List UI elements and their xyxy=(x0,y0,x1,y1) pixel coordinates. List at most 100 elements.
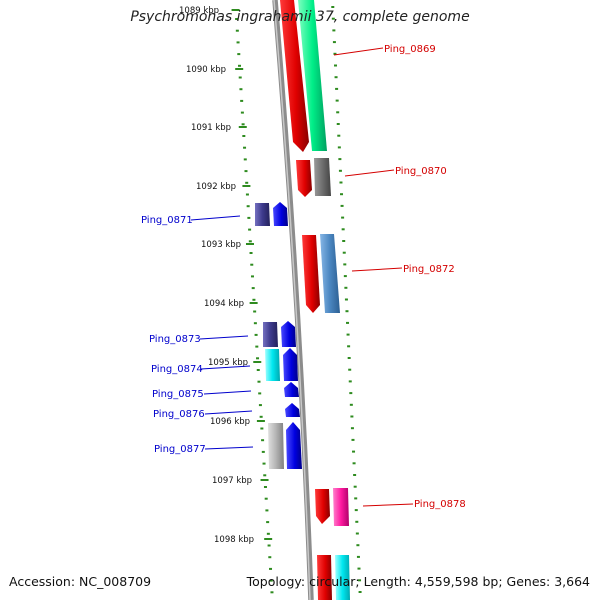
gene-ping-0874[interactable] xyxy=(265,348,298,381)
strand-tick xyxy=(337,134,341,137)
map-title: Psychromonas ingrahamii 37, complete gen… xyxy=(130,9,470,25)
strand-tick xyxy=(344,298,348,301)
kbp-minor-tick xyxy=(263,474,267,477)
genome-backbone-highlight xyxy=(273,0,311,600)
gene-ping-0873[interactable] xyxy=(263,321,296,347)
kbp-minor-tick xyxy=(256,369,260,371)
strand-tick xyxy=(352,462,356,465)
kbp-minor-tick xyxy=(241,123,245,126)
strand-tick xyxy=(358,579,362,582)
strand-tick xyxy=(338,169,342,172)
strand-tick xyxy=(341,216,345,219)
kbp-label-1096: 1096 kbp xyxy=(210,417,250,427)
kbp-major-tick xyxy=(231,9,240,11)
kbp-minor-tick xyxy=(239,88,243,91)
gene-ping-0875[interactable] xyxy=(284,382,299,397)
gene-label-ping-0874[interactable]: Ping_0874 xyxy=(151,364,203,375)
kbp-minor-tick xyxy=(260,427,264,430)
gene-label-ping-0875[interactable]: Ping_0875 xyxy=(152,389,204,400)
kbp-minor-tick xyxy=(235,18,239,20)
kbp-label-1094: 1094 kbp xyxy=(204,299,244,309)
kbp-label-1095: 1095 kbp xyxy=(208,358,248,368)
strand-tick xyxy=(347,357,351,359)
strand-tick xyxy=(342,251,346,254)
feature-box-ping-0869 xyxy=(298,0,327,151)
strand-tick xyxy=(332,41,336,44)
strand-tick xyxy=(340,193,344,196)
strand-tick xyxy=(354,509,358,512)
kbp-minor-tick xyxy=(254,333,258,336)
gene-ping-0878[interactable] xyxy=(315,488,349,526)
kbp-major-ticks xyxy=(231,9,273,540)
strand-tick xyxy=(346,333,350,336)
strand-tick xyxy=(357,567,361,570)
kbp-minor-tick xyxy=(255,345,259,348)
strand-tick xyxy=(352,450,356,453)
strand-tick xyxy=(339,181,343,184)
gene-label-ping-0872[interactable]: Ping_0872 xyxy=(403,264,455,275)
gene-label-ping-0873[interactable]: Ping_0873 xyxy=(149,334,201,345)
kbp-major-tick xyxy=(238,126,247,128)
kbp-label-1089: 1089 kbp xyxy=(179,6,219,16)
kbp-minor-tick xyxy=(267,544,271,547)
kbp-minor-tick xyxy=(261,439,265,442)
gene-label-ping-0877[interactable]: Ping_0877 xyxy=(154,444,206,455)
gene-arrow-ping-0869 xyxy=(280,0,309,152)
strand-tick xyxy=(348,368,352,371)
strand-tick xyxy=(356,555,360,558)
kbp-minor-tick xyxy=(246,205,250,208)
strand-tick xyxy=(336,111,340,114)
kbp-major-tick xyxy=(260,479,269,481)
kbp-minor-tick xyxy=(235,29,239,32)
strand-tick xyxy=(335,99,339,102)
gene-label-ping-0876[interactable]: Ping_0876 xyxy=(153,409,205,420)
strand-tick xyxy=(334,64,338,67)
gene-ping-0869[interactable] xyxy=(280,0,327,152)
kbp-minor-tick xyxy=(266,521,270,524)
strand-tick xyxy=(354,497,358,500)
strand-tick xyxy=(333,52,337,55)
gene-ping-0872[interactable] xyxy=(302,234,340,313)
gene-ping-0871[interactable] xyxy=(255,202,288,226)
accession-text: Accession: NC_008709 xyxy=(9,574,152,589)
kbp-major-tick xyxy=(256,420,265,422)
strand-tick xyxy=(351,438,355,441)
gene-ping-0876[interactable] xyxy=(285,403,300,417)
gene-label-ping-0869[interactable]: Ping_0869 xyxy=(384,44,436,55)
gene-arrow-ping-0876 xyxy=(285,403,300,417)
gene-ping-0870[interactable] xyxy=(296,158,331,197)
gene-label-ping-0870[interactable]: Ping_0870 xyxy=(395,166,447,177)
gene-arrow-ping-0873 xyxy=(281,321,296,347)
kbp-minor-tick xyxy=(245,181,249,184)
kbp-minor-tick xyxy=(249,252,253,254)
strand-tick xyxy=(349,392,353,395)
kbp-minor-tick xyxy=(242,135,246,137)
kbp-minor-tick xyxy=(243,146,247,149)
kbp-minor-tick xyxy=(250,275,254,278)
gene-label-ping-0871[interactable]: Ping_0871 xyxy=(141,215,193,226)
kbp-minor-tick xyxy=(251,287,255,290)
gene-next-partial xyxy=(317,555,350,600)
strand-tick xyxy=(336,123,340,125)
kbp-minor-tick xyxy=(244,170,248,173)
strand-tick xyxy=(341,228,345,231)
strand-tick xyxy=(334,76,338,79)
kbp-major-tick xyxy=(253,361,262,363)
kbp-minor-tick xyxy=(237,64,241,67)
genome-summary-text: Topology: circular; Length: 4,559,598 bp… xyxy=(246,574,590,589)
strand-tick xyxy=(356,544,360,547)
gene-arrow-ping-0870 xyxy=(296,160,312,197)
gene-arrow-ping-0877 xyxy=(286,422,302,469)
kbp-minor-tick xyxy=(269,567,273,570)
leader-lines-forward xyxy=(333,47,414,507)
gene-arrow-ping-0872 xyxy=(302,235,320,313)
gene-ping-0877[interactable] xyxy=(268,422,302,469)
strand-tick xyxy=(331,6,335,8)
kbp-label-1092: 1092 kbp xyxy=(196,182,236,192)
strand-tick xyxy=(350,427,354,430)
kbp-minor-tick xyxy=(245,193,249,196)
kbp-minor-tick xyxy=(248,240,252,243)
gene-label-ping-0878[interactable]: Ping_0878 xyxy=(414,499,466,510)
feature-box-ping-0874 xyxy=(265,349,280,381)
strand-tick xyxy=(344,286,348,289)
